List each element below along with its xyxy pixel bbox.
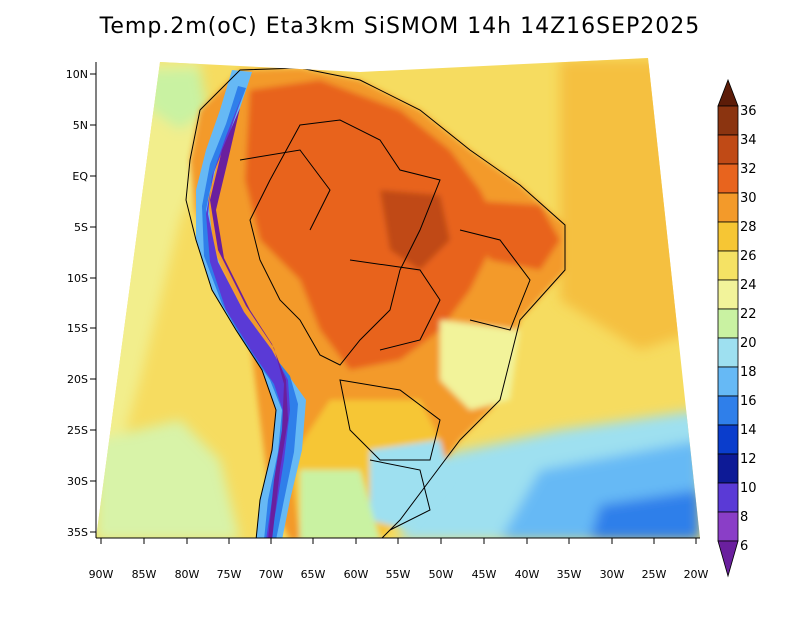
south-brazil-cool [370,440,450,530]
colorbar-label: 10 [740,481,757,496]
lat-label: 35S [67,526,88,539]
lon-label: 80W [175,568,200,581]
country-borders [185,67,566,538]
lat-label: 5N [73,119,88,132]
colorbar-label: 26 [740,249,757,264]
lon-label: 25W [642,568,667,581]
colorbar-label: 18 [740,365,757,380]
colorbar-segment [717,105,739,136]
colorbar-segment [717,308,739,339]
lat-label: 20S [67,373,88,386]
colorbar-segment [717,366,739,397]
southeast-mild [440,320,520,410]
latitude-axis: 10N 5N EQ 5S 10S 15S 20S 25S 30S 35S [66,68,96,539]
northeast-hot-zone [460,200,560,270]
colorbar-label: 16 [740,394,757,409]
lon-label: 50W [429,568,454,581]
colorbar-segment [717,337,739,368]
colorbar-label: 8 [740,510,748,525]
colorbar-segment [717,163,739,194]
colorbar-label: 20 [740,336,757,351]
colorbar-segment [717,453,739,484]
west-coastline [185,109,277,538]
continent-coastline [199,67,566,538]
lat-label: 30S [67,475,88,488]
internal-border-4 [369,459,431,531]
south-atlantic-colder [590,490,700,538]
colorbar-segment [717,134,739,165]
colorbar-top-triangle [717,78,739,107]
lat-label: 5S [74,221,88,234]
lat-label: EQ [72,170,88,183]
pacific-coastal-cool [96,420,240,538]
lon-label: 40W [515,568,540,581]
colorbar-label: 22 [740,307,757,322]
colorbar-label: 30 [740,191,757,206]
lon-label: 90W [89,568,114,581]
lon-label: 45W [472,568,497,581]
colorbar-segment [717,221,739,252]
lon-label: 35W [557,568,582,581]
colorbar-segment [717,482,739,513]
internal-border-1 [349,259,441,351]
brazil-border [249,119,441,366]
colorbar-label: 28 [740,220,757,235]
internal-border-3 [459,229,531,331]
lon-label: 85W [132,568,157,581]
warm-atlantic-zone [560,60,700,350]
interior-very-hot [380,190,450,270]
lon-label: 65W [301,568,326,581]
lon-label: 75W [217,568,242,581]
lat-label: 15S [67,322,88,335]
colorbar-segment [717,395,739,426]
colorbar: 36 34 32 30 28 26 24 22 20 18 16 14 12 1… [717,78,757,578]
colorbar-bottom-triangle [717,540,739,578]
longitude-axis: 90W 85W 80W 75W 70W 65W 60W 55W 50W 45W … [89,538,709,581]
lon-label: 70W [259,568,284,581]
colorbar-label: 14 [740,423,757,438]
lat-label: 10N [66,68,88,81]
lat-label: 25S [67,424,88,437]
patagonia-cool [300,470,380,538]
colorbar-segment [717,511,739,542]
colorbar-label: 36 [740,104,757,119]
internal-border-2 [339,379,441,461]
colorbar-segment [717,424,739,455]
map-title: Temp.2m(oC) Eta3km SiSMOM 14h 14Z16SEP20… [99,14,701,39]
temperature-field [96,58,700,538]
colorbar-label: 34 [740,133,757,148]
colorbar-segment [717,250,739,281]
lon-label: 30W [600,568,625,581]
colorbar-segment [717,279,739,310]
andes-cold-band [196,70,306,538]
colorbar-label: 24 [740,278,757,293]
internal-border-5 [239,149,331,231]
colorbar-label: 6 [740,539,748,554]
colorbar-segment [717,192,739,223]
lat-label: 10S [67,272,88,285]
lon-label: 60W [344,568,369,581]
colorbar-label: 12 [740,452,757,467]
lon-label: 55W [386,568,411,581]
colorbar-label: 32 [740,162,757,177]
lon-label: 20W [684,568,709,581]
interior-hot-zone [245,80,500,370]
